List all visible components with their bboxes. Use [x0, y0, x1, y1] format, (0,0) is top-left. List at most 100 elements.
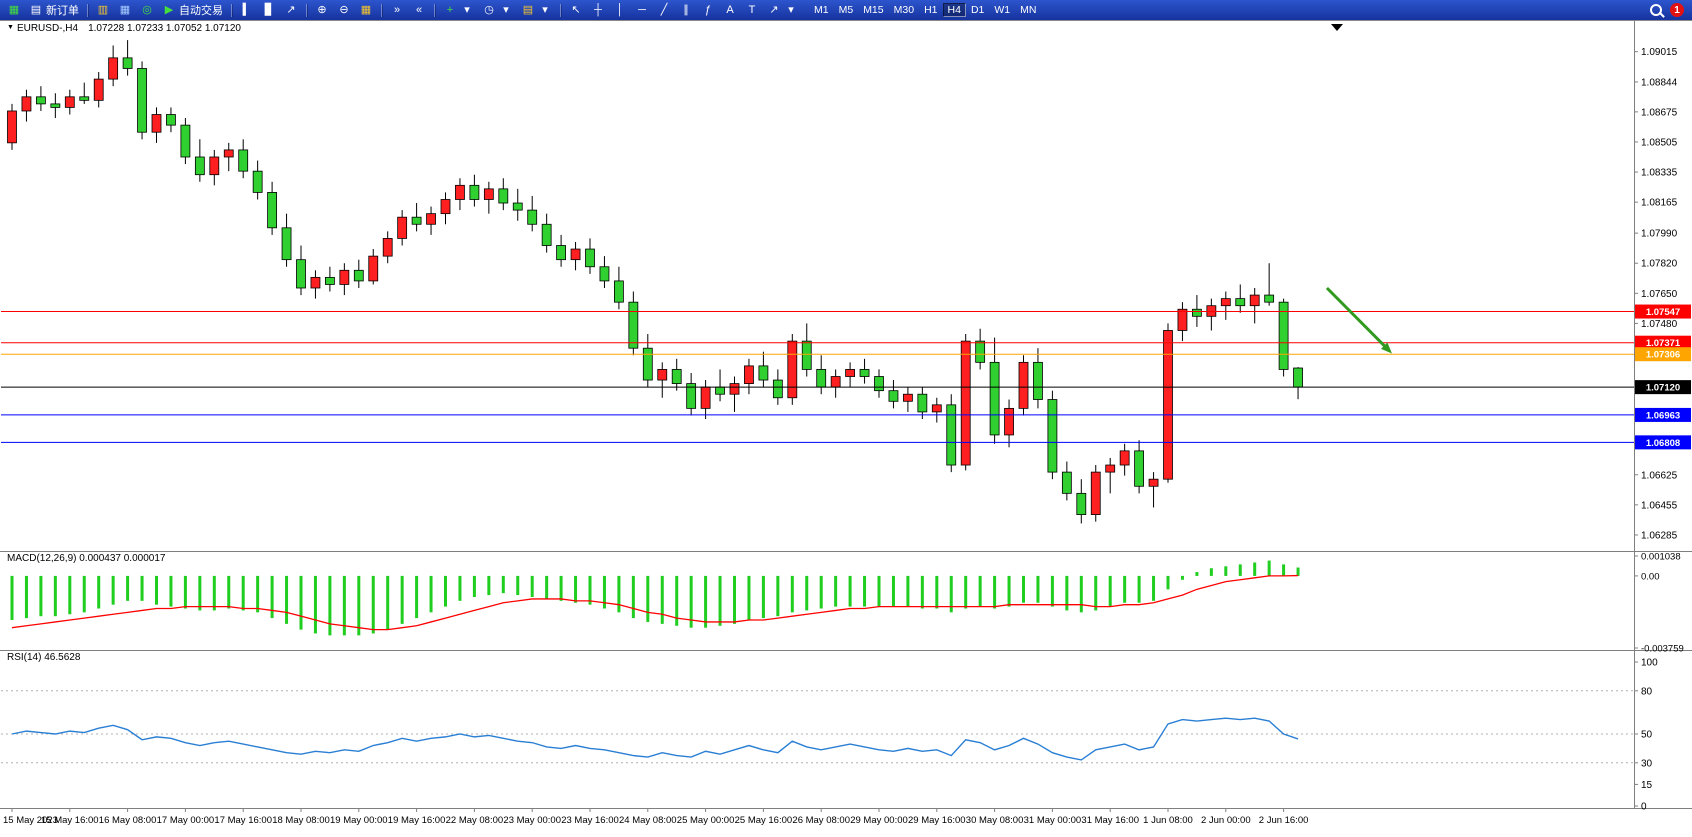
candle [166, 114, 176, 126]
candle [772, 379, 783, 399]
chart-shift-button[interactable]: « [409, 1, 429, 19]
macd-axis[interactable]: 0.001038 0.00 -0.003759 [1634, 552, 1684, 655]
candle [21, 96, 32, 112]
candle [903, 393, 913, 402]
chevron-down-icon: ▾ [788, 3, 794, 16]
svg-text:1.07650: 1.07650 [1641, 289, 1678, 300]
timeframe-m5[interactable]: M5 [838, 4, 854, 16]
candle [1177, 308, 1188, 331]
search-icon[interactable] [1650, 4, 1662, 16]
candle [570, 248, 581, 261]
zoom-out-button[interactable]: ⊖ [334, 1, 354, 19]
line-chart-button[interactable]: ↗ [281, 1, 301, 19]
svg-text:23 May 00:00: 23 May 00:00 [503, 815, 561, 826]
chevron-down-icon: ▾ [542, 3, 548, 16]
candle [801, 340, 812, 370]
candle [1134, 450, 1144, 487]
bar-chart-button[interactable]: ▍ [237, 1, 257, 19]
candle [1018, 361, 1029, 409]
market-watch-button[interactable]: ▥ [93, 1, 113, 19]
candle [931, 404, 942, 413]
timeframe-w1[interactable]: W1 [994, 4, 1011, 16]
candle [512, 202, 523, 211]
candle [830, 376, 841, 388]
svg-text:1.07547: 1.07547 [1646, 307, 1680, 318]
svg-text:26 May 08:00: 26 May 08:00 [792, 815, 850, 826]
svg-text:1.06455: 1.06455 [1641, 500, 1678, 511]
candlestick-chart-button[interactable]: ▊ [259, 1, 279, 19]
candle [64, 96, 75, 108]
svg-text:80: 80 [1641, 686, 1653, 697]
auto-trading-label: 自动交易 [179, 5, 223, 17]
channel-icon: ∥ [683, 3, 689, 16]
text-label-tool-button[interactable]: T [742, 1, 762, 19]
data-window-button[interactable]: ▦ [115, 1, 135, 19]
candle [960, 340, 971, 466]
price-axis[interactable]: 1.09015 1.08844 1.08675 1.08505 1.08335 1.081… [1634, 47, 1678, 541]
candle [180, 124, 191, 158]
rsi-axis[interactable]: 100 80 50 30 15 0 [1634, 658, 1658, 813]
indicators-button[interactable]: + ▾ [440, 1, 477, 19]
candle [411, 216, 422, 225]
zoom-in-button[interactable]: ⊕ [312, 1, 332, 19]
timeframe-mn[interactable]: MN [1020, 4, 1037, 16]
horizontal-line-tool-button[interactable]: ─ [632, 1, 652, 19]
fibonacci-tool-button[interactable]: ƒ [698, 1, 718, 19]
candle [310, 276, 321, 289]
vertical-line-tool-button[interactable]: │ [610, 1, 630, 19]
price-level-label-1.06963 [1635, 407, 1691, 422]
timeframe-m1[interactable]: M1 [814, 4, 829, 16]
svg-text:1.08675: 1.08675 [1641, 107, 1678, 118]
arrows-tool-button[interactable]: ↗ ▾ [764, 1, 801, 19]
bar-chart-icon: ▍ [242, 3, 252, 16]
candle [108, 57, 119, 80]
auto-scroll-icon: » [393, 3, 401, 16]
crosshair-tool-button[interactable]: ┼ [588, 1, 608, 19]
candle [1004, 407, 1014, 436]
candle [527, 209, 538, 225]
timeframe-d1[interactable]: D1 [970, 4, 985, 16]
templates-button[interactable]: ▤ ▾ [518, 1, 555, 19]
periods-button[interactable]: ◷ ▾ [479, 1, 516, 19]
candle [469, 184, 480, 200]
cursor-tool-button[interactable]: ↖ [566, 1, 586, 19]
channel-tool-button[interactable]: ∥ [676, 1, 696, 19]
svg-text:24 May 08:00: 24 May 08:00 [619, 815, 677, 826]
timeframe-m30[interactable]: M30 [893, 4, 915, 16]
svg-text:25 May 00:00: 25 May 00:00 [677, 815, 735, 826]
timeframe-h1[interactable]: H1 [924, 4, 938, 16]
svg-text:30 May 08:00: 30 May 08:00 [966, 815, 1024, 826]
candle [151, 114, 162, 133]
candle [657, 369, 668, 381]
svg-text:1.07120: 1.07120 [1646, 383, 1680, 394]
candlestick-series [7, 40, 1303, 524]
text-label-icon: T [748, 3, 756, 16]
svg-text:30: 30 [1641, 758, 1653, 769]
tile-windows-button[interactable]: ▦ [356, 1, 376, 19]
vertical-line-icon: │ [616, 3, 624, 16]
candle [1163, 330, 1173, 480]
auto-scroll-button[interactable]: » [387, 1, 407, 19]
price-level-label-1.07120 [1635, 380, 1691, 395]
timeframe-m15[interactable]: M15 [863, 4, 884, 16]
candle [642, 347, 653, 381]
new-order-button[interactable]: ▤ 新订单 [26, 1, 82, 19]
navigator-button[interactable]: ◎ [137, 1, 157, 19]
auto-trading-button[interactable]: ▶ 自动交易 [159, 1, 226, 19]
text-tool-button[interactable]: A [720, 1, 740, 19]
notification-badge[interactable]: 1 [1670, 3, 1684, 17]
timeframe-h4[interactable]: H4 [942, 3, 966, 17]
candle [845, 369, 855, 377]
candle [368, 255, 379, 282]
candle [382, 238, 393, 257]
trendline-tool-button[interactable]: ╱ [654, 1, 674, 19]
indicators-icon: + [446, 3, 454, 16]
new-chart-button[interactable]: ▦ [4, 1, 24, 19]
candle [787, 340, 798, 399]
trendline-icon: ╱ [660, 3, 668, 16]
svg-text:1.06963: 1.06963 [1646, 410, 1680, 421]
svg-text:1.06625: 1.06625 [1641, 470, 1678, 481]
